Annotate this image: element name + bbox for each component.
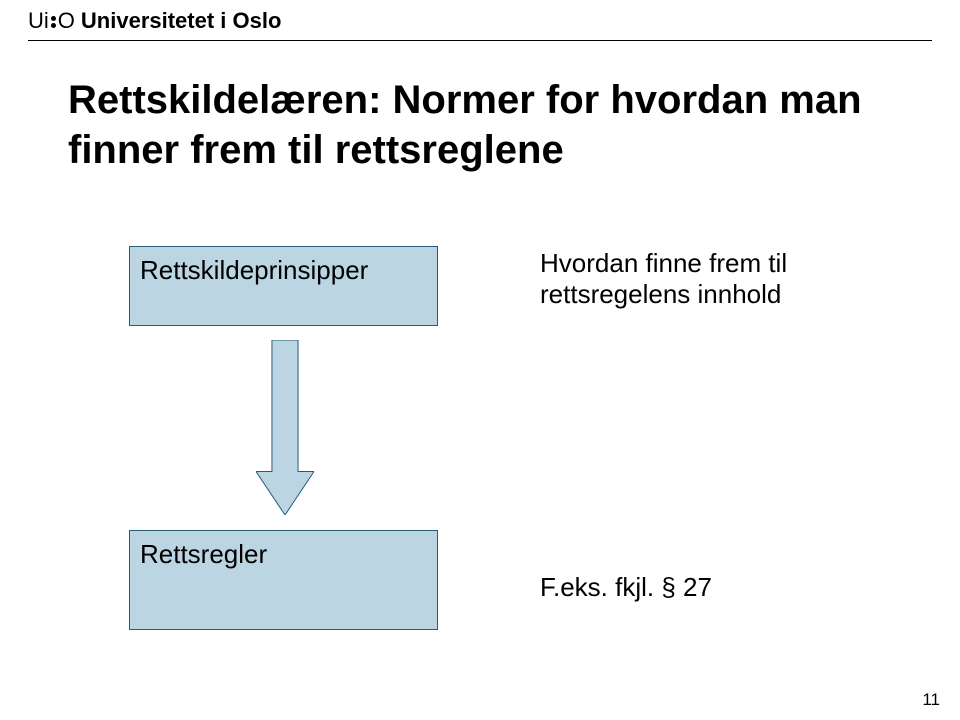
org-name: Universitetet i Oslo (81, 8, 282, 34)
uio-logo: UiO (28, 8, 75, 34)
annotation-top: Hvordan finne frem til rettsregelens inn… (540, 248, 800, 310)
node-rettskildeprinsipper: Rettskildeprinsipper (129, 246, 438, 326)
logo-dots-icon (51, 16, 56, 28)
page-title: Rettskildelæren: Normer for hvordan man … (68, 75, 900, 175)
page-number: 11 (922, 690, 940, 710)
logo-u: U (28, 8, 44, 33)
logo-i: i (44, 8, 49, 33)
annotation-bottom: F.eks. fkjl. § 27 (540, 572, 712, 603)
logo-o: O (58, 8, 75, 33)
node-label: Rettsregler (140, 539, 267, 570)
header-divider (28, 40, 932, 41)
node-rettsregler: Rettsregler (129, 530, 438, 630)
arrow-down-icon (256, 340, 314, 515)
node-label: Rettskildeprinsipper (140, 255, 368, 286)
header: UiO Universitetet i Oslo (28, 8, 281, 34)
